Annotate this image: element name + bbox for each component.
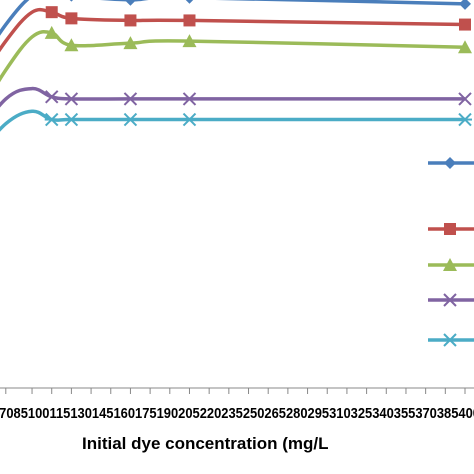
- series-4-point: [45, 90, 59, 104]
- series-1-line: [0, 0, 466, 36]
- series-3-point: [182, 34, 197, 48]
- marker-stroke: [45, 90, 59, 104]
- legend-marker-1: [444, 157, 456, 169]
- x-axis-title: Initial dye concentration (mg/L: [82, 434, 329, 453]
- series-1-point: [69, 0, 74, 2]
- series-1-point: [459, 0, 471, 10]
- marker-stroke: [182, 92, 197, 106]
- x-axis-ticks: [5, 388, 466, 394]
- series-4-point: [64, 92, 79, 106]
- series-2-point: [459, 18, 471, 31]
- series-5-point: [44, 112, 59, 127]
- series-5-point: [123, 112, 138, 127]
- series-3-point: [64, 38, 79, 52]
- marker-stroke: [64, 92, 79, 106]
- legend-marker-3: [443, 258, 457, 271]
- series-1-point: [124, 0, 137, 6]
- series-5-point: [458, 112, 472, 127]
- legend-marker-2: [444, 223, 456, 235]
- marker-stroke: [123, 92, 138, 106]
- x-tick-labels: 5708510011513014516017519020522023525026…: [0, 405, 474, 422]
- series-2-point: [183, 14, 196, 27]
- series-4-point: [123, 92, 138, 106]
- series-3-point: [123, 36, 138, 50]
- series-3-point: [458, 40, 472, 54]
- marker-stroke: [443, 293, 457, 307]
- series-layer: [0, 0, 472, 132]
- legend-marker-5: [443, 333, 457, 347]
- series-2-point: [65, 12, 78, 25]
- series-1-point: [185, 0, 194, 4]
- series-3-point: [44, 25, 59, 39]
- series-5-point: [182, 112, 197, 127]
- series-2-point: [124, 14, 137, 27]
- series-2-point: [45, 6, 58, 19]
- marker-stroke: [458, 92, 472, 106]
- legend-marker-4: [443, 293, 457, 307]
- series-5-point: [64, 112, 79, 127]
- series-4-point: [458, 92, 472, 106]
- series-4-point: [182, 92, 197, 106]
- legend: [428, 157, 474, 347]
